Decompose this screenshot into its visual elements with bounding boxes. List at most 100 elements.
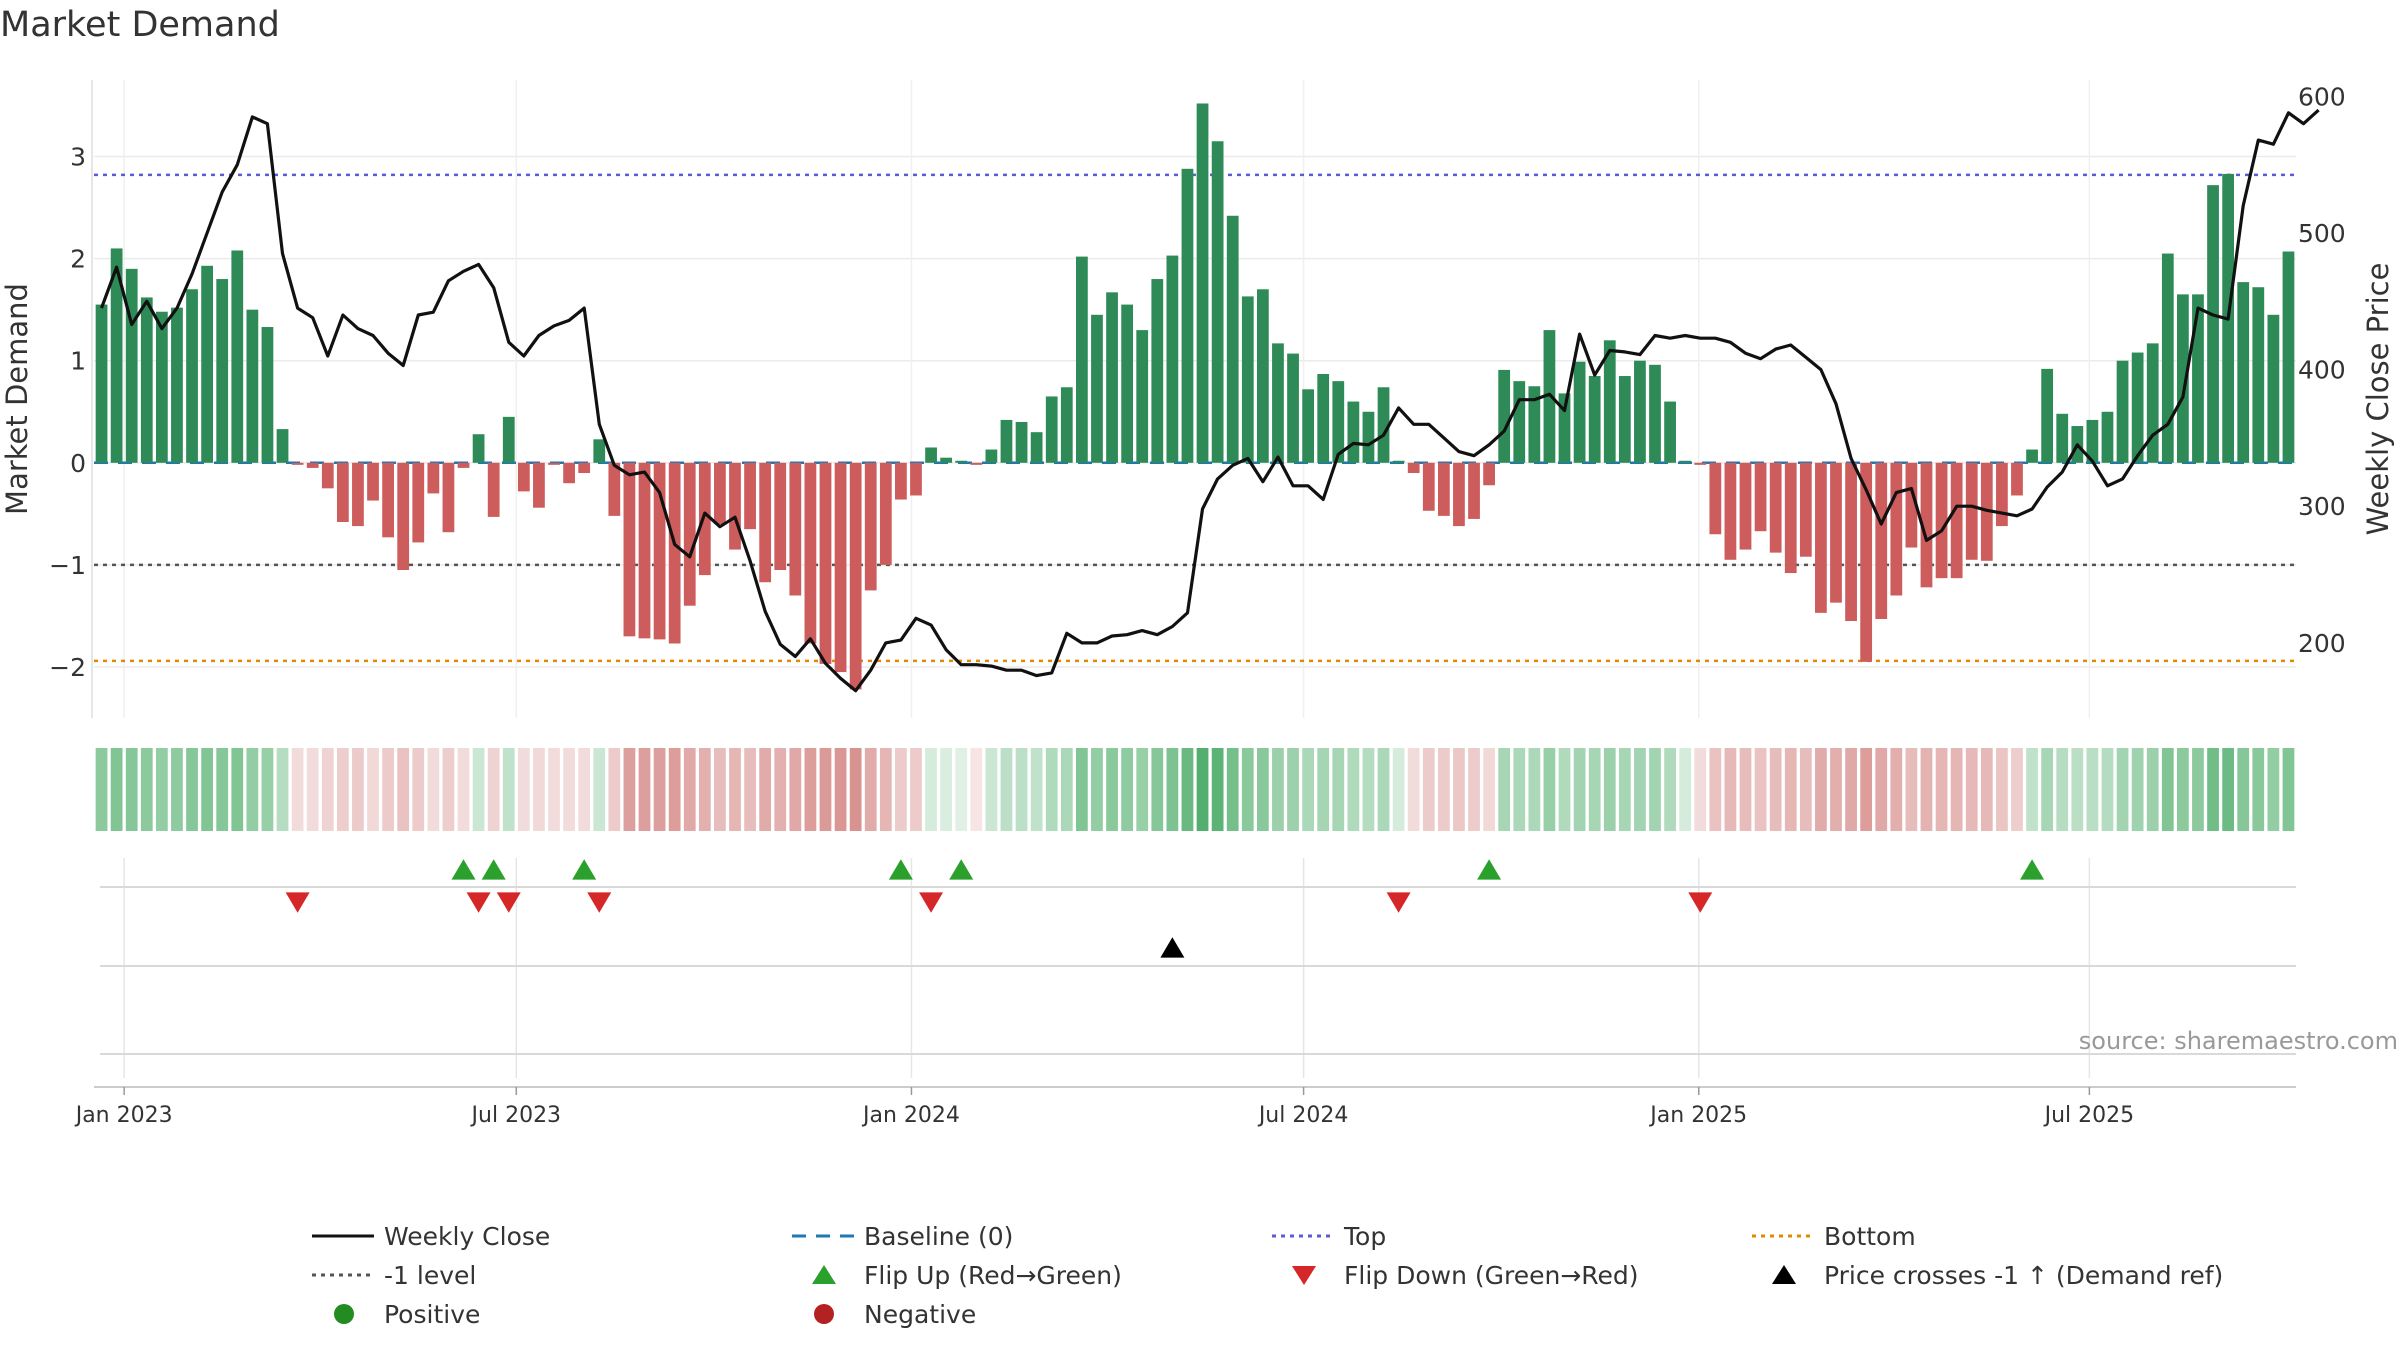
- demand-bar: [201, 265, 213, 463]
- heat-cell: [1830, 748, 1842, 831]
- demand-bar: [1694, 462, 1707, 465]
- y2-tick-label: 300: [2298, 492, 2346, 521]
- heat-cell: [789, 748, 802, 831]
- heat-cell: [1060, 748, 1073, 831]
- demand-bar: [125, 268, 138, 463]
- heat-cell: [970, 748, 983, 831]
- x-axis: Jan 2023 Jul 2023 Jan 2024 Jul 2024 Jan 2025…: [74, 1086, 2296, 1128]
- demand-bar: [382, 462, 394, 538]
- demand-bar: [517, 462, 530, 492]
- demand-bar: [1256, 289, 1269, 463]
- heat-cell: [2237, 748, 2250, 831]
- x-tick-label: Jul 2024: [1257, 1103, 1349, 1128]
- legend: Weekly Close Baseline (0) Top Bottom -1 leve…: [312, 1222, 2223, 1329]
- heat-cell: [1769, 748, 1782, 831]
- heat-cell: [593, 748, 606, 831]
- demand-bar: [1860, 462, 1873, 662]
- demand-bar: [1302, 389, 1314, 463]
- demand-bar: [1603, 340, 1616, 463]
- heat-cell: [1950, 748, 1963, 831]
- heat-cell: [879, 748, 892, 831]
- heat-cell: [774, 748, 787, 831]
- demand-bar: [1739, 462, 1752, 550]
- demand-heat-strip: [95, 748, 2295, 831]
- heat-cell: [1211, 748, 1224, 831]
- heat-cell: [1664, 748, 1676, 831]
- demand-bar: [608, 462, 621, 516]
- heat-cell: [1709, 748, 1722, 831]
- demand-bar: [910, 462, 922, 496]
- heat-cell: [653, 748, 666, 831]
- heat-cell: [246, 748, 259, 831]
- demand-bar: [955, 460, 968, 463]
- heat-cell: [925, 748, 937, 831]
- demand-bar: [457, 462, 470, 468]
- demand-bar: [1649, 364, 1661, 463]
- heat-cell: [1588, 748, 1601, 831]
- demand-bar: [1935, 462, 1948, 579]
- demand-bar: [291, 462, 304, 465]
- heat-cell: [1996, 748, 2008, 831]
- demand-bar: [487, 462, 500, 517]
- heat-cell: [623, 748, 636, 831]
- demand-bar: [804, 462, 817, 644]
- demand-bar: [1875, 462, 1888, 619]
- heat-cell: [759, 748, 772, 831]
- heat-cell: [714, 748, 726, 831]
- demand-bar: [1287, 353, 1299, 463]
- demand-bar: [412, 462, 425, 543]
- heat-cell: [2101, 748, 2114, 831]
- heat-cell: [1287, 748, 1299, 831]
- demand-bar: [2011, 462, 2023, 496]
- demand-bar: [578, 462, 591, 474]
- heat-cell: [397, 748, 410, 831]
- demand-bar: [1483, 462, 1495, 486]
- heat-cell: [548, 748, 560, 831]
- demand-bar: [819, 462, 832, 664]
- heat-cell: [955, 748, 968, 831]
- demand-bar: [1920, 462, 1933, 588]
- reference-lines: [94, 173, 2296, 663]
- weekly-close-line: [99, 108, 2320, 693]
- heat-cell: [638, 748, 651, 831]
- demand-bar: [1392, 460, 1405, 463]
- heat-cell: [1860, 748, 1873, 831]
- demand-bar: [1136, 330, 1149, 463]
- flip-up-marker: [481, 859, 506, 880]
- y2-axis-label: Weekly Close Price: [2361, 263, 2395, 536]
- demand-bar: [1498, 369, 1511, 463]
- demand-bar: [1905, 462, 1918, 548]
- heat-cell: [1076, 748, 1088, 831]
- legend-swatch: [812, 1265, 836, 1284]
- demand-bar: [1347, 401, 1360, 463]
- heat-cell: [1437, 748, 1450, 831]
- demand-bar: [2101, 411, 2114, 463]
- heat-cell: [487, 748, 500, 831]
- heat-cell: [1483, 748, 1495, 831]
- demand-bar: [1030, 432, 1043, 463]
- heat-cell: [1468, 748, 1480, 831]
- demand-bar: [336, 462, 349, 523]
- y-tick-label: 0: [70, 449, 86, 478]
- demand-bar: [140, 297, 153, 463]
- heat-cell: [1106, 748, 1118, 831]
- demand-bar: [1196, 103, 1209, 463]
- flip-up-marker: [949, 859, 974, 880]
- demand-bar: [1166, 255, 1179, 463]
- demand-bar: [1076, 256, 1088, 463]
- demand-bar: [1618, 376, 1631, 463]
- demand-bar: [714, 462, 726, 525]
- heat-cell: [2116, 748, 2129, 831]
- heat-cell: [819, 748, 832, 831]
- demand-bar: [1769, 462, 1782, 553]
- heat-cell: [1694, 748, 1707, 831]
- heat-cell: [1724, 748, 1737, 831]
- heat-cell: [1015, 748, 1028, 831]
- heat-cell: [1528, 748, 1541, 831]
- demand-bar: [1060, 387, 1073, 463]
- legend-label: Weekly Close: [384, 1222, 550, 1251]
- heat-cell: [1121, 748, 1134, 831]
- heat-cell: [321, 748, 334, 831]
- heat-cell: [2192, 748, 2204, 831]
- heat-cell: [261, 748, 274, 831]
